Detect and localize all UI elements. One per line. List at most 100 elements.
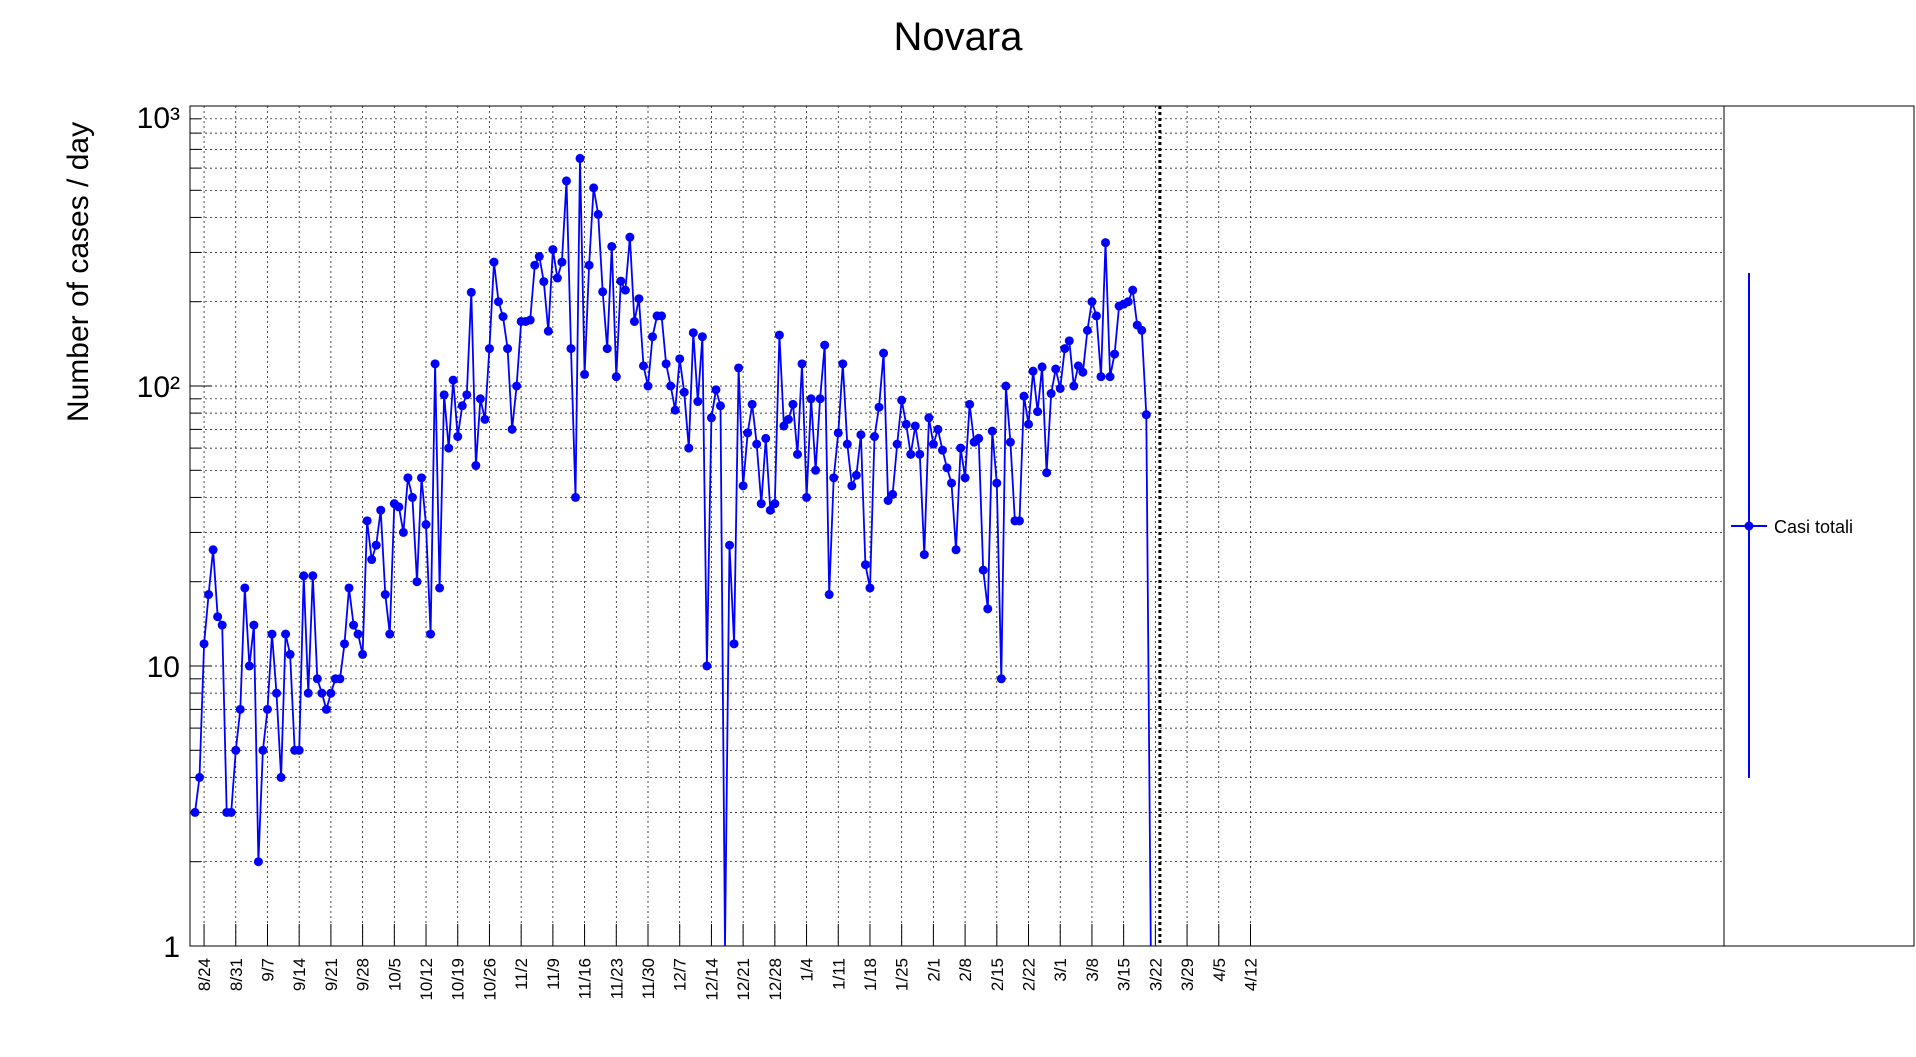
data-point (874, 402, 884, 412)
data-point (625, 232, 635, 242)
data-point (879, 348, 889, 358)
data-point (1101, 238, 1111, 248)
data-point (924, 413, 934, 423)
data-point (208, 545, 218, 555)
data-point (824, 590, 834, 600)
data-point (489, 257, 499, 267)
data-point (693, 397, 703, 407)
data-point (974, 433, 984, 443)
data-point (960, 473, 970, 483)
data-point (1137, 325, 1147, 335)
data-point (1055, 383, 1065, 393)
data-point (398, 527, 408, 537)
data-point (684, 443, 694, 453)
data-point (453, 432, 463, 442)
data-point (629, 316, 639, 326)
data-point (897, 395, 907, 405)
data-point (933, 424, 943, 434)
data-point (367, 555, 377, 565)
data-point (376, 505, 386, 515)
x-tick-label: 3/29 (1178, 958, 1197, 991)
data-point (648, 332, 658, 342)
y-tick-label: 1 (163, 931, 180, 964)
data-point (589, 183, 599, 193)
data-point (910, 421, 920, 431)
data-point (303, 688, 313, 698)
data-point (339, 639, 349, 649)
data-point (466, 287, 476, 297)
data-point (1082, 325, 1092, 335)
data-point (235, 704, 245, 714)
data-point (919, 550, 929, 560)
data-point (244, 661, 254, 671)
data-point (407, 492, 417, 502)
data-point (249, 620, 259, 630)
data-point (240, 583, 250, 593)
x-tick-label: 12/14 (702, 958, 721, 1001)
data-point (666, 381, 676, 391)
x-tick-label: 11/23 (607, 958, 626, 999)
data-point (349, 620, 359, 630)
data-point (1051, 364, 1061, 374)
data-point (956, 443, 966, 453)
data-point (326, 688, 336, 698)
x-tick-label: 1/4 (798, 958, 817, 982)
data-point (942, 463, 952, 473)
data-point (752, 439, 762, 449)
data-point (371, 540, 381, 550)
data-point (602, 344, 612, 354)
data-point (317, 688, 327, 698)
data-point (806, 394, 816, 404)
data-point (598, 287, 608, 297)
data-point (770, 499, 780, 509)
data-point (811, 465, 821, 475)
data-point (267, 629, 277, 639)
data-point (426, 629, 436, 639)
data-point (774, 330, 784, 340)
data-point (217, 620, 227, 630)
data-point (258, 745, 268, 755)
data-point (312, 674, 322, 684)
data-point (729, 639, 739, 649)
data-point (231, 745, 241, 755)
data-point (543, 326, 553, 336)
data-point (1042, 468, 1052, 478)
data-point (761, 433, 771, 443)
data-point (308, 571, 318, 581)
data-point (992, 478, 1002, 488)
x-tick-label: 3/1 (1051, 958, 1070, 982)
data-point (362, 516, 372, 526)
data-point (792, 449, 802, 459)
data-point (525, 315, 535, 325)
data-point (638, 361, 648, 371)
data-point (833, 428, 843, 438)
data-point (430, 359, 440, 369)
data-point (262, 704, 272, 714)
data-point (457, 401, 467, 411)
data-point (358, 649, 368, 659)
data-point (670, 405, 680, 415)
data-point (575, 153, 585, 163)
x-tick-label: 1/18 (861, 958, 880, 991)
data-point (657, 311, 667, 321)
x-tick-label: 3/15 (1115, 958, 1134, 991)
data-point (281, 629, 291, 639)
x-tick-label: 3/22 (1146, 958, 1165, 991)
data-point (584, 260, 594, 270)
data-point (779, 421, 789, 431)
data-point (1073, 361, 1083, 371)
x-tick-label: 10/19 (449, 958, 468, 1001)
data-point (1014, 516, 1024, 526)
y-tick-label: 10³ (137, 102, 180, 135)
x-tick-label: 2/8 (956, 958, 975, 982)
data-point (421, 520, 431, 530)
legend-marker (1744, 521, 1754, 531)
data-point (747, 399, 757, 409)
data-point (616, 276, 626, 286)
data-point (634, 294, 644, 304)
data-point (734, 363, 744, 373)
data-point (1019, 391, 1029, 401)
data-point (611, 372, 621, 382)
